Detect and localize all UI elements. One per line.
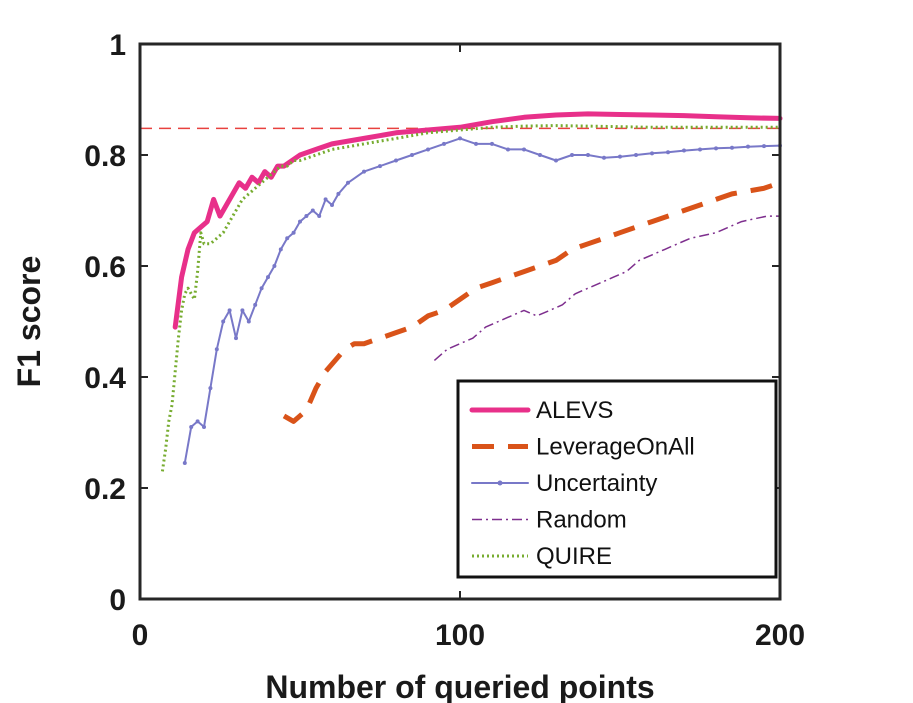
data-point-uncertainty — [189, 424, 194, 429]
y-tick-label: 0.8 — [84, 140, 126, 173]
data-point-uncertainty — [240, 308, 245, 313]
legend-marker-uncertainty — [497, 480, 503, 486]
legend: ALEVS LeverageOnAll Uncertainty Random QUIRE — [456, 379, 778, 579]
data-point-uncertainty — [285, 236, 290, 241]
data-point-uncertainty — [762, 144, 766, 149]
data-point-uncertainty — [182, 461, 187, 466]
data-point-uncertainty — [298, 219, 302, 224]
data-point-uncertainty — [698, 147, 702, 152]
legend-label-alevs: ALEVS — [536, 397, 613, 424]
data-point-uncertainty — [410, 153, 414, 157]
legend-entries: ALEVS LeverageOnAll Uncertainty Random QUIRE — [469, 397, 695, 570]
data-point-uncertainty — [426, 147, 430, 152]
legend-label-quire: QUIRE — [536, 543, 612, 570]
data-point-uncertainty — [208, 386, 213, 391]
data-point-uncertainty — [234, 336, 238, 341]
x-tick-label: 100 — [435, 619, 485, 652]
data-point-uncertainty — [272, 264, 277, 268]
legend-label-random: Random — [536, 507, 627, 534]
data-point-uncertainty — [346, 180, 350, 185]
y-tick-label: 0.4 — [84, 362, 126, 395]
y-tick-label: 1 — [109, 29, 126, 62]
x-tick-label: 0 — [132, 619, 149, 652]
data-point-uncertainty — [246, 319, 251, 324]
data-point-uncertainty — [458, 136, 462, 141]
x-tick-label: 200 — [755, 619, 805, 652]
data-point-uncertainty — [714, 146, 718, 151]
data-point-uncertainty — [304, 214, 309, 219]
series-line-alevs — [172, 111, 783, 330]
data-point-uncertainty — [730, 145, 734, 150]
legend-label-uncertainty: Uncertainty — [536, 470, 657, 497]
data-point-uncertainty — [214, 347, 219, 352]
data-point-uncertainty — [570, 153, 574, 157]
data-point-uncertainty — [442, 141, 446, 146]
data-point-uncertainty — [586, 153, 590, 157]
series-line-leverageonall — [282, 180, 781, 424]
y-tick-label: 0 — [109, 584, 126, 617]
data-point-uncertainty — [474, 141, 478, 146]
data-point-uncertainty — [266, 275, 270, 280]
data-point-uncertainty — [330, 202, 334, 207]
data-point-uncertainty — [634, 153, 638, 157]
data-point-uncertainty — [310, 208, 315, 213]
data-point-uncertainty — [682, 148, 686, 153]
legend-label-leverageonall: LeverageOnAll — [536, 434, 695, 461]
data-point-uncertainty — [378, 164, 382, 169]
data-point-uncertainty — [490, 141, 494, 146]
legend-box — [456, 379, 778, 579]
data-point-uncertainty — [666, 150, 670, 155]
data-point-uncertainty — [227, 308, 232, 313]
series-layer — [160, 111, 783, 472]
data-point-uncertainty — [554, 158, 558, 163]
data-point-uncertainty — [253, 302, 258, 307]
tick-layer: 0 100 200 0 0.2 0.4 0.6 0.8 1 — [84, 29, 805, 652]
data-point-uncertainty — [291, 230, 296, 235]
data-point-uncertainty — [323, 197, 328, 202]
data-point-uncertainty — [221, 319, 226, 324]
data-point-uncertainty — [362, 169, 366, 174]
data-point-uncertainty — [746, 144, 750, 149]
data-point-uncertainty — [336, 191, 341, 196]
y-tick-label: 0.6 — [84, 251, 126, 284]
data-point-uncertainty — [538, 153, 542, 157]
data-point-uncertainty — [195, 419, 200, 424]
y-tick-label: 0.2 — [84, 473, 126, 506]
x-axis-title: Number of queried points — [265, 669, 654, 703]
series-line-random — [433, 215, 780, 361]
data-point-uncertainty — [506, 147, 510, 152]
y-axis-title: F1 score — [11, 256, 47, 388]
data-point-uncertainty — [317, 214, 322, 219]
data-point-uncertainty — [650, 151, 654, 156]
data-point-uncertainty — [259, 286, 264, 291]
data-point-uncertainty — [394, 158, 398, 163]
data-point-uncertainty — [278, 247, 283, 252]
data-point-uncertainty — [522, 147, 526, 152]
data-point-uncertainty — [618, 154, 622, 159]
data-point-uncertainty — [602, 155, 606, 160]
data-point-uncertainty — [202, 424, 206, 429]
